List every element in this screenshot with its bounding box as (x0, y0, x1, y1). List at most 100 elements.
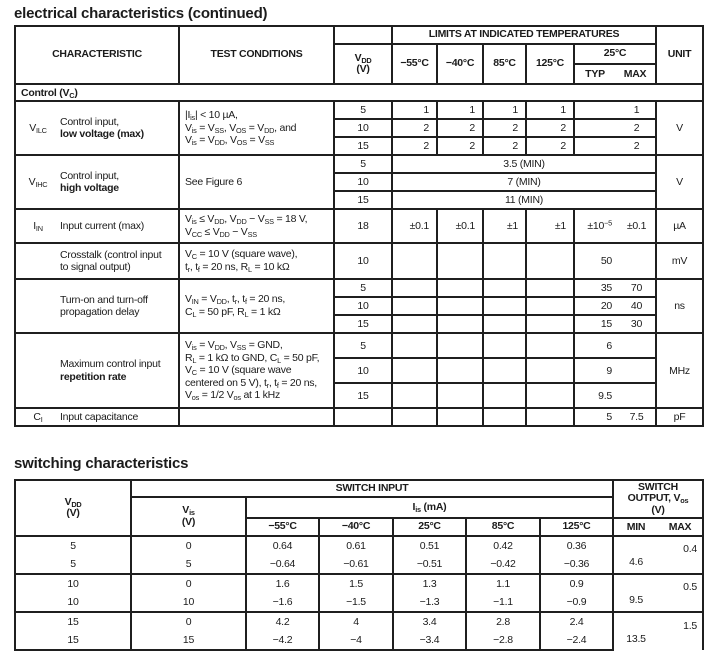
table-row: VILC Control input, low voltage (max) |Ii… (14, 100, 704, 156)
value-cell: 4 (318, 611, 394, 631)
sw-header-iis: Iis (mA) (245, 496, 614, 519)
switching-characteristics-table: VDD (V) SWITCH INPUT SWITCH OUTPUT, Vos (V)… (14, 479, 704, 651)
value-cell: 20 40 (573, 296, 657, 316)
ec-header-temp-125: 125°C (525, 43, 575, 85)
value-cell: 15 (333, 382, 393, 409)
value-cell: 2 (525, 118, 575, 138)
ec-crosstalk-description: Crosstalk (control input to signal output… (60, 248, 162, 274)
ec-header-max: MAX (623, 68, 647, 80)
value-cell (482, 242, 527, 280)
sw-header-min-max: MIN MAX (612, 517, 704, 537)
table-row: 15 2 2 2 2 2 (15, 136, 703, 156)
value-cell (333, 407, 393, 427)
ec-header-typ-max: TYP MAX (573, 63, 657, 85)
value-cell: ±0.1 (436, 208, 484, 244)
sw-output-max: 1.5 (683, 619, 697, 632)
ec-vilc-conditions: |Iis| < 10 µA, Vis = VSS, VOS = VDD, and V… (178, 100, 335, 156)
sw-header-temp-40: −40°C (318, 517, 394, 537)
value-cell: 5 (333, 278, 393, 298)
table-row: 15 0 4.2 4 3.4 2.8 2.4 1.5 13.5 (14, 611, 704, 650)
value-cell: ±10−5 ±0.1 (573, 208, 657, 244)
value-cell (482, 357, 527, 384)
table-row: 10 20 40 (15, 296, 703, 316)
value-cell: 0.64 (245, 535, 320, 555)
table-row: Maximum control input repetition rate Vis… (14, 332, 704, 409)
ec-header-characteristic: CHARACTERISTIC (14, 25, 180, 85)
ec-header-temp-55: −55°C (391, 43, 438, 85)
ec-vilc-symbol: VILC (29, 122, 47, 135)
ec-vihc-unit: V (655, 154, 704, 210)
sw-header-switch-output: SWITCH OUTPUT, Vos (V) (612, 479, 704, 519)
value-cell (436, 332, 484, 359)
value-cell: −0.36 (539, 555, 614, 575)
value-cell: 2 (482, 136, 527, 156)
value-cell: 3.4 (392, 611, 467, 631)
value-cell: 15 (333, 190, 393, 210)
ec-header-row-1: CHARACTERISTIC TEST CONDITIONS LIMITS AT… (14, 25, 704, 85)
value-cell: 5 (333, 332, 393, 359)
ec-iin-symbol: IIN (33, 220, 43, 233)
value-cell: 1 (573, 100, 657, 120)
value-cell: 5 7.5 (573, 407, 657, 427)
value-cell (525, 382, 575, 409)
ec-header-unit: UNIT (655, 25, 704, 85)
value-cell: 9.5 (573, 382, 657, 409)
value-cell: 10 (333, 357, 393, 384)
table-row: 15 9.5 (15, 382, 703, 409)
value-cell (482, 296, 527, 316)
value-cell: 2 (573, 136, 657, 156)
ec-crosstalk-unit: mV (655, 242, 704, 280)
value-cell (525, 242, 575, 280)
ec-header-typ: TYP (585, 68, 605, 80)
table-row: VIHC Control input, high voltage See Figu… (14, 154, 704, 210)
ec-vilc-characteristic: VILC Control input, low voltage (max) (14, 100, 180, 156)
ec-tpd-characteristic: Turn-on and turn-off propagation delay (14, 278, 180, 334)
value-cell: 7 (MIN) (391, 172, 657, 192)
table-row: 15 15 −4.2 −4 −3.4 −2.8 −2.4 (14, 631, 703, 651)
ec-ci-symbol: CI (33, 411, 43, 424)
value-cell: −4 (318, 631, 394, 651)
table-row: 5 5 −0.64 −0.61 −0.51 −0.42 −0.36 (14, 555, 703, 575)
ec-header-row-3: TYP MAX (15, 63, 703, 85)
table-row: 5 0 0.64 0.61 0.51 0.42 0.36 0.4 4.6 (14, 535, 704, 574)
value-cell: 2 (573, 118, 657, 138)
value-cell (525, 357, 575, 384)
sw-header-vis: Vis (V) (130, 496, 247, 537)
value-cell (391, 357, 438, 384)
value-cell: 2 (436, 118, 484, 138)
value-cell (482, 332, 527, 359)
ec-header-temp-85: 85°C (482, 43, 527, 85)
value-cell (436, 296, 484, 316)
value-cell: 5 (14, 555, 132, 575)
ec-crosstalk-characteristic: Crosstalk (control input to signal output… (14, 242, 180, 280)
value-cell: 5 (333, 100, 393, 120)
electrical-characteristics-title: electrical characteristics (continued) (14, 5, 268, 22)
value-cell: 15 (14, 631, 132, 651)
ec-header-temp-40: −40°C (436, 43, 484, 85)
ec-header-row-2: VDD (V) −55°C −40°C 85°C 125°C 25°C (15, 43, 703, 85)
sw-header-temp-55: −55°C (245, 517, 320, 537)
value-cell (391, 382, 438, 409)
value-cell: 2 (391, 136, 438, 156)
ec-header-vdd: VDD (V) (333, 43, 393, 85)
ec-crosstalk-conditions: VC = 10 V (square wave), tr, tf = 20 ns, … (178, 242, 335, 280)
value-cell: 15 (333, 136, 393, 156)
value-cell (482, 314, 527, 334)
value-cell: 10 (333, 118, 393, 138)
value-cell: 1.6 (245, 573, 320, 593)
sw-output-min: 4.6 (629, 556, 643, 568)
ec-header-blank-cell (333, 25, 393, 45)
sw-output-cell: 0.5 9.5 (612, 573, 704, 612)
value-cell (482, 407, 527, 427)
table-row: 10 9 (15, 357, 703, 384)
ec-header-limits: LIMITS AT INDICATED TEMPERATURES (391, 25, 657, 45)
value-cell: −0.64 (245, 555, 320, 575)
value-cell: −1.1 (465, 593, 541, 613)
ec-vihc-characteristic: VIHC Control input, high voltage (14, 154, 180, 210)
table-row: 10 0 1.6 1.5 1.3 1.1 0.9 0.5 9.5 (14, 573, 704, 612)
sw-header-row-3: −55°C −40°C 25°C 85°C 125°C MIN MAX (15, 517, 704, 537)
value-cell: 5 (14, 535, 132, 555)
sw-header-temp-25: 25°C (392, 517, 467, 537)
ec-vilc-unit: V (655, 100, 704, 156)
